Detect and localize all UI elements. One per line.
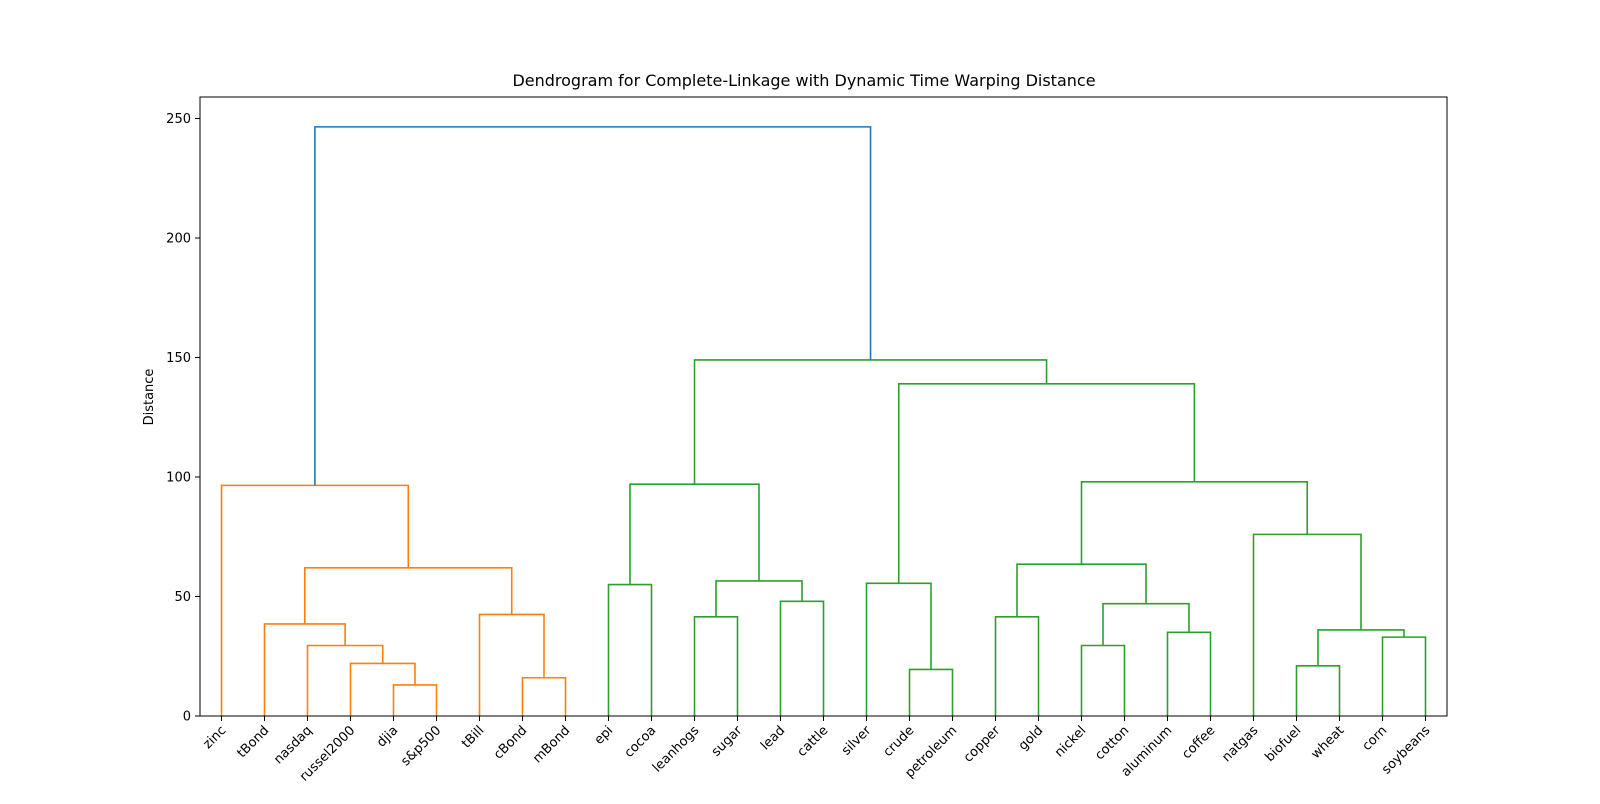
- y-axis: 0 50 100 150 200 250: [166, 112, 200, 725]
- dendrogram-link: [715, 580, 803, 617]
- dendrogram-link: [908, 668, 954, 716]
- dendrogram-link: [779, 600, 825, 716]
- y-tick-label: 250: [166, 112, 191, 127]
- dendrogram-link: [607, 583, 653, 716]
- dendrogram-link: [693, 359, 1048, 485]
- dendrogram-link: [897, 382, 1196, 584]
- dendrogram-link: [1295, 665, 1341, 716]
- leaf-label: gold: [1016, 723, 1046, 753]
- dendrogram-link: [994, 616, 1040, 716]
- dendrogram-link: [1016, 563, 1147, 617]
- leaf-label: crude: [881, 723, 918, 760]
- leaf-label: cotton: [1092, 723, 1132, 763]
- dendrogram-link: [220, 484, 410, 716]
- leaf-label: nickel: [1052, 723, 1089, 760]
- leaf-label: coffee: [1179, 723, 1218, 762]
- y-tick-label: 200: [166, 232, 191, 247]
- leaf-label: tBond: [235, 723, 273, 761]
- leaf-label: copper: [961, 723, 1004, 766]
- leaf-label: mBond: [530, 723, 573, 766]
- leaf-label: leanhogs: [650, 723, 703, 776]
- dendrogram-link: [478, 613, 545, 716]
- dendrogram-link: [1080, 644, 1126, 716]
- dendrogram-links: [220, 126, 1427, 716]
- dendrogram-link: [521, 676, 567, 716]
- dendrogram-link: [314, 126, 872, 486]
- y-tick-label: 0: [183, 710, 191, 725]
- leaf-label: lead: [758, 723, 788, 753]
- dendrogram-link: [263, 623, 346, 716]
- leaf-label: nasdaq: [271, 723, 315, 767]
- dendrogram-link: [1317, 629, 1405, 666]
- leaf-label: s&p500: [398, 723, 444, 769]
- dendrogram-link: [1166, 631, 1212, 716]
- dendrogram-link: [629, 483, 760, 585]
- y-axis-label: Distance: [142, 369, 157, 426]
- leaf-label: sugar: [709, 723, 746, 760]
- leaf-label: silver: [839, 723, 875, 759]
- y-tick-label: 150: [166, 351, 191, 366]
- dendrogram-link: [1381, 636, 1427, 716]
- dendrogram-link: [1102, 602, 1190, 646]
- leaf-label: cattle: [795, 723, 832, 760]
- leaf-label: cBond: [491, 723, 530, 762]
- leaf-label: corn: [1360, 723, 1391, 754]
- y-tick-label: 50: [174, 590, 191, 605]
- leaf-label: biofuel: [1262, 723, 1304, 765]
- dendrogram-link: [865, 582, 932, 716]
- leaf-label: cocoa: [622, 723, 660, 761]
- y-tick-label: 100: [166, 471, 191, 486]
- dendrogram-link: [306, 644, 384, 716]
- leaf-label: tBill: [459, 723, 487, 751]
- dendrogram-link: [304, 567, 513, 624]
- dendrogram-link: [1080, 480, 1309, 565]
- dendrogram-link: [693, 616, 739, 716]
- chart-title: Dendrogram for Complete-Linkage with Dyn…: [512, 71, 1095, 90]
- dendrogram-link: [349, 662, 416, 716]
- leaf-label: wheat: [1308, 723, 1347, 762]
- leaf-label: zinc: [200, 723, 229, 752]
- leaf-label: djia: [374, 723, 401, 750]
- leaf-label: natgas: [1219, 723, 1261, 765]
- dendrogram-link: [1252, 533, 1362, 716]
- leaf-label: epi: [592, 723, 617, 748]
- dendrogram-link: [392, 684, 438, 716]
